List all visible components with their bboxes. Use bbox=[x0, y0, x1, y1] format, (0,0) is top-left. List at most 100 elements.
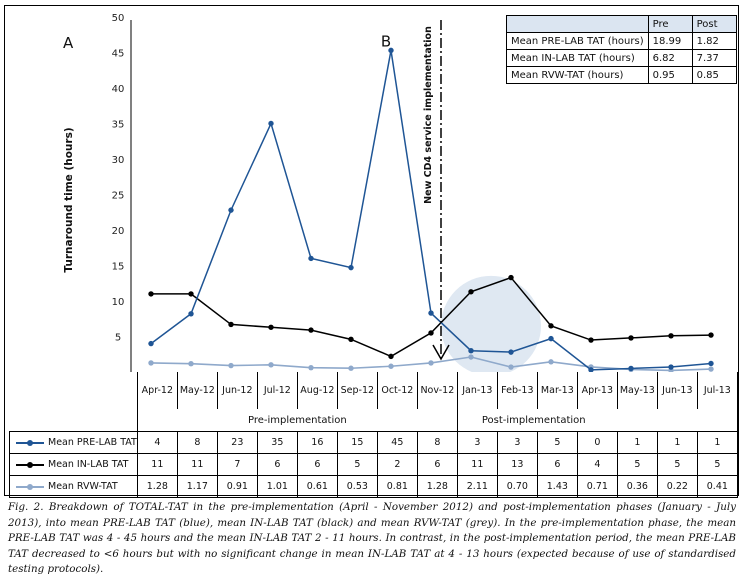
data-cell: 1 bbox=[696, 431, 738, 454]
data-cell: 35 bbox=[256, 431, 298, 454]
data-point bbox=[308, 327, 314, 333]
legend-pre-lab-tat: Mean PRE-LAB TAT bbox=[9, 431, 138, 454]
data-cell: 13 bbox=[496, 453, 538, 476]
data-cell: 8 bbox=[176, 431, 218, 454]
y-tick-label: 5 bbox=[115, 333, 121, 344]
panel-label-a: A bbox=[63, 34, 74, 52]
data-cell: 0.22 bbox=[656, 475, 698, 498]
data-point bbox=[468, 348, 474, 354]
data-cell: 16 bbox=[296, 431, 338, 454]
summary-header-post: Post bbox=[691, 15, 737, 33]
data-cell: 5 bbox=[656, 453, 698, 476]
y-tick-label: 15 bbox=[112, 262, 125, 273]
data-cell: 0.81 bbox=[376, 475, 418, 498]
y-tick-label: 20 bbox=[112, 226, 125, 237]
data-cell: 4 bbox=[576, 453, 618, 476]
summary-header-row: Pre Post bbox=[506, 15, 737, 33]
y-tick-label: 45 bbox=[112, 49, 125, 60]
data-point bbox=[468, 289, 474, 295]
data-point bbox=[708, 366, 714, 372]
data-point bbox=[308, 364, 314, 371]
data-cell: 1.17 bbox=[176, 475, 218, 498]
summary-row-label: Mean IN-LAB TAT (hours) bbox=[506, 49, 649, 67]
data-cell: 2 bbox=[376, 453, 418, 476]
phase-pre-label: Pre-implementation bbox=[137, 409, 458, 432]
data-point bbox=[508, 274, 514, 281]
summary-header-blank bbox=[506, 15, 649, 33]
data-cell: 5 bbox=[536, 431, 578, 454]
y-tick-label: 40 bbox=[112, 84, 125, 95]
data-point bbox=[548, 359, 554, 365]
month-label: Sep-12 bbox=[336, 372, 378, 409]
data-point bbox=[508, 364, 514, 370]
data-cell: 6 bbox=[296, 453, 338, 476]
phase-row: Pre-implementation Post-implementation bbox=[9, 409, 738, 432]
line-chart: 5 10 15 20 25 30 35 40 45 50 - Turnaround time (hou… bbox=[63, 13, 714, 372]
data-cell: 0.61 bbox=[296, 475, 338, 498]
data-point bbox=[428, 360, 434, 366]
data-cell: 3 bbox=[496, 431, 538, 454]
data-cell: 3 bbox=[456, 431, 498, 454]
data-point bbox=[228, 207, 234, 213]
legend-label: Mean RVW-TAT bbox=[48, 481, 118, 492]
data-point bbox=[308, 255, 314, 262]
data-cell: 6 bbox=[256, 453, 298, 476]
month-label: May-12 bbox=[176, 372, 218, 409]
y-tick-label: 25 bbox=[112, 191, 125, 202]
summary-pre-value: 0.95 bbox=[647, 66, 693, 84]
data-point bbox=[268, 362, 274, 368]
data-point bbox=[348, 336, 354, 343]
data-row: Mean RVW-TAT 1.28 1.17 0.91 1.01 0.61 0.53 0.81… bbox=[9, 475, 738, 498]
data-point bbox=[548, 323, 554, 329]
month-label: Jun-12 bbox=[216, 372, 258, 409]
data-cell: 11 bbox=[456, 453, 498, 476]
data-cell: 0.91 bbox=[216, 475, 258, 498]
y-tick-label: 35 bbox=[112, 120, 125, 131]
data-cell: 6 bbox=[536, 453, 578, 476]
data-point bbox=[388, 353, 394, 360]
summary-row-label: Mean PRE-LAB TAT (hours) bbox=[506, 32, 649, 50]
data-cell: 0.71 bbox=[576, 475, 618, 498]
data-cell: 5 bbox=[336, 453, 378, 476]
month-label: Apr-13 bbox=[576, 372, 618, 409]
data-cell: 5 bbox=[616, 453, 658, 476]
data-row: Mean IN-LAB TAT 11 11 7 6 6 5 2 6 11 13 6 4 5 5 5 bbox=[9, 453, 738, 476]
data-cell: 11 bbox=[176, 453, 218, 476]
y-tick-label: 50 bbox=[112, 13, 125, 24]
month-label: Jan-13 bbox=[456, 372, 498, 409]
data-point bbox=[468, 354, 474, 360]
data-point bbox=[228, 362, 234, 369]
data-point bbox=[188, 360, 194, 367]
panel-label-b: B bbox=[381, 32, 391, 50]
summary-post-value: 0.85 bbox=[691, 66, 737, 84]
data-cell: 15 bbox=[336, 431, 378, 454]
month-row: Apr-12 May-12 Jun-12 Jul-12 Aug-12 Sep-12 Oct-… bbox=[10, 372, 738, 409]
data-point bbox=[588, 367, 594, 372]
data-point bbox=[148, 340, 154, 347]
data-cell: 0.41 bbox=[696, 475, 738, 498]
month-label: Jul-12 bbox=[256, 372, 298, 409]
summary-header-pre: Pre bbox=[647, 15, 693, 33]
summary-post-value: 1.82 bbox=[691, 32, 737, 50]
legend-line-marker-icon bbox=[16, 439, 44, 447]
data-cell: 0.70 bbox=[496, 475, 538, 498]
data-cell: 11 bbox=[136, 453, 178, 476]
y-tick-label: 10 bbox=[112, 297, 125, 308]
highlight-circle bbox=[441, 275, 541, 372]
summary-row: Mean PRE-LAB TAT (hours) 18.99 1.82 bbox=[506, 32, 737, 50]
month-label: Oct-12 bbox=[376, 372, 418, 409]
phase-post-label: Post-implementation bbox=[457, 409, 738, 432]
data-cell: 8 bbox=[416, 431, 458, 454]
data-point bbox=[348, 264, 354, 271]
data-point bbox=[148, 291, 154, 297]
month-label: May-13 bbox=[616, 372, 658, 409]
data-point bbox=[628, 335, 634, 341]
data-cell: 7 bbox=[216, 453, 258, 476]
month-label: Mar-13 bbox=[536, 372, 578, 409]
data-point bbox=[188, 291, 194, 297]
month-label: Aug-12 bbox=[296, 372, 338, 409]
data-point bbox=[268, 324, 274, 330]
blank-cell bbox=[10, 372, 138, 409]
data-point bbox=[668, 333, 674, 339]
legend-label: Mean IN-LAB TAT bbox=[48, 459, 129, 470]
